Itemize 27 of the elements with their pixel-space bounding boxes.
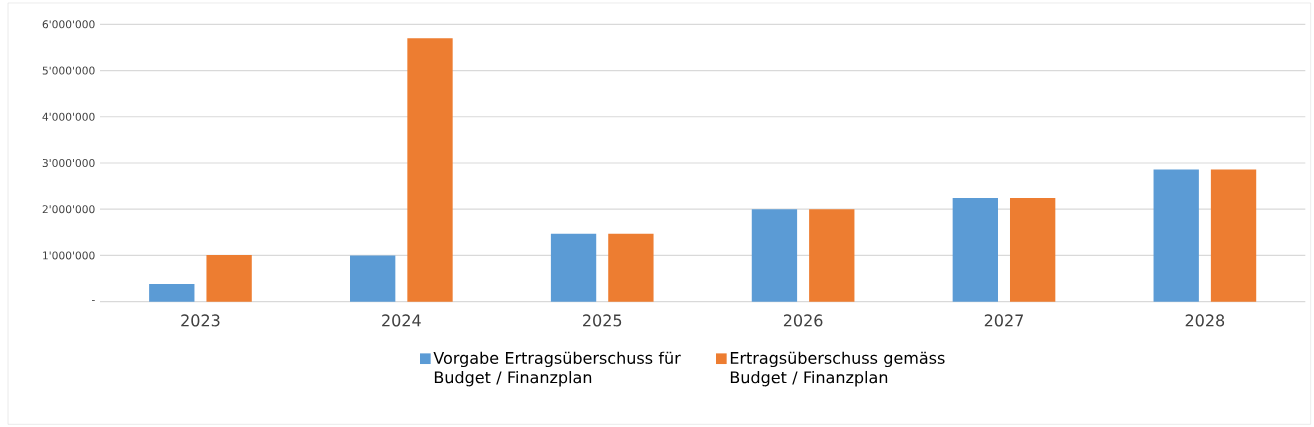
legend-label: Vorgabe Ertragsüberschuss für Budget / Finanzplan [433,351,681,387]
bar [1210,169,1257,302]
bar [149,284,195,302]
y-tick-label: 6'000'000 [42,20,95,29]
bar [350,255,396,302]
x-tick-label: 2025 [583,314,622,327]
y-tick-label: 3'000'000 [42,158,95,168]
bar [206,254,252,302]
bar [407,38,453,302]
bar [809,209,855,302]
x-tick-label: 2024 [382,314,421,327]
y-tick-label: 1'000'000 [43,251,95,260]
y-tick-label: 2'000'000 [42,205,95,214]
x-tick-label: 2028 [1185,314,1225,327]
y-tick-label: 5'000'000 [42,66,95,75]
y-tick-label: 4'000'000 [42,112,95,121]
bar [550,233,597,302]
y-tick-label: - [91,299,95,301]
x-tick-label: 2027 [984,314,1023,327]
bar [952,198,998,302]
x-tick-label: 2026 [783,314,823,327]
bar [1153,169,1199,302]
bar [751,209,798,302]
legend-label: Ertragsüberschuss gemäss Budget / Finanzplan [730,351,945,387]
bar [1009,198,1056,302]
bar [608,233,654,302]
x-tick-label: 2023 [181,314,220,327]
